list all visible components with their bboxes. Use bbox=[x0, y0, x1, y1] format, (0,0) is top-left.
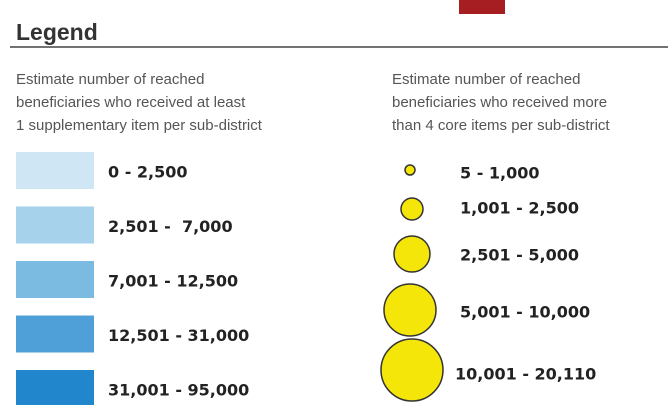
color-swatch bbox=[16, 261, 94, 298]
size-marker bbox=[400, 197, 424, 221]
column-heading: beneficiaries who received more bbox=[392, 94, 607, 111]
swatch-fragment bbox=[459, 0, 505, 14]
size-marker bbox=[380, 338, 444, 402]
color-swatch bbox=[16, 370, 94, 405]
column-heading: than 4 core items per sub-district bbox=[392, 117, 610, 134]
swatch-label: 31,001 - 95,000 bbox=[108, 381, 249, 400]
swatch-label: 7,001 - 12,500 bbox=[108, 272, 238, 291]
column-heading: beneficiaries who received at least bbox=[16, 94, 246, 111]
marker-label: 1,001 - 2,500 bbox=[460, 199, 579, 218]
swatch-label: 12,501 - 31,000 bbox=[108, 326, 249, 345]
color-swatch bbox=[16, 152, 94, 189]
marker-label: 2,501 - 5,000 bbox=[460, 246, 579, 265]
size-marker bbox=[404, 164, 416, 176]
size-marker bbox=[393, 235, 431, 273]
size-marker bbox=[383, 283, 437, 337]
column-heading: 1 supplementary item per sub-district bbox=[16, 117, 263, 134]
marker-label: 10,001 - 20,110 bbox=[455, 365, 596, 384]
marker-label: 5 - 1,000 bbox=[460, 164, 540, 183]
column-heading: Estimate number of reached bbox=[16, 71, 204, 88]
legend-title: Legend bbox=[16, 19, 98, 45]
swatch-label: 2,501 - 7,000 bbox=[108, 217, 233, 236]
color-swatch bbox=[16, 315, 94, 353]
color-swatch bbox=[16, 206, 94, 244]
column-heading: Estimate number of reached bbox=[392, 71, 580, 88]
swatch-label: 0 - 2,500 bbox=[108, 163, 188, 182]
marker-label: 5,001 - 10,000 bbox=[460, 303, 590, 322]
